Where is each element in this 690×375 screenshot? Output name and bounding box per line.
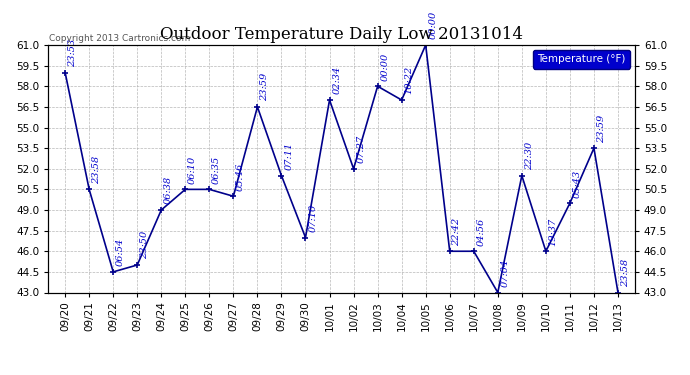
Text: 23:59: 23:59: [597, 114, 606, 142]
Text: 19:37: 19:37: [549, 217, 558, 246]
Text: 06:38: 06:38: [164, 176, 173, 204]
Text: 07:27: 07:27: [356, 135, 365, 163]
Text: 05:46: 05:46: [236, 162, 245, 191]
Text: 23:53: 23:53: [68, 39, 77, 67]
Text: 07:10: 07:10: [308, 204, 317, 232]
Text: 05:43: 05:43: [573, 170, 582, 198]
Text: 06:54: 06:54: [116, 238, 125, 266]
Text: 23:50: 23:50: [140, 231, 149, 260]
Legend: Temperature (°F): Temperature (°F): [533, 50, 629, 69]
Text: 10:22: 10:22: [404, 66, 413, 94]
Text: 00:00: 00:00: [380, 53, 389, 81]
Title: Outdoor Temperature Daily Low 20131014: Outdoor Temperature Daily Low 20131014: [160, 27, 523, 44]
Text: 22:30: 22:30: [524, 142, 533, 170]
Text: 06:10: 06:10: [188, 156, 197, 184]
Text: 23:59: 23:59: [260, 73, 269, 101]
Text: 07:11: 07:11: [284, 142, 293, 170]
Text: 02:34: 02:34: [333, 66, 342, 94]
Text: 07:04: 07:04: [500, 259, 510, 287]
Text: 23:58: 23:58: [92, 156, 101, 184]
Text: Copyright 2013 Cartronics.com: Copyright 2013 Cartronics.com: [49, 33, 190, 42]
Text: 22:42: 22:42: [453, 217, 462, 246]
Text: 06:35: 06:35: [212, 156, 221, 184]
Text: 00:00: 00:00: [428, 11, 437, 39]
Text: 23:58: 23:58: [621, 259, 630, 287]
Text: 04:56: 04:56: [477, 217, 486, 246]
